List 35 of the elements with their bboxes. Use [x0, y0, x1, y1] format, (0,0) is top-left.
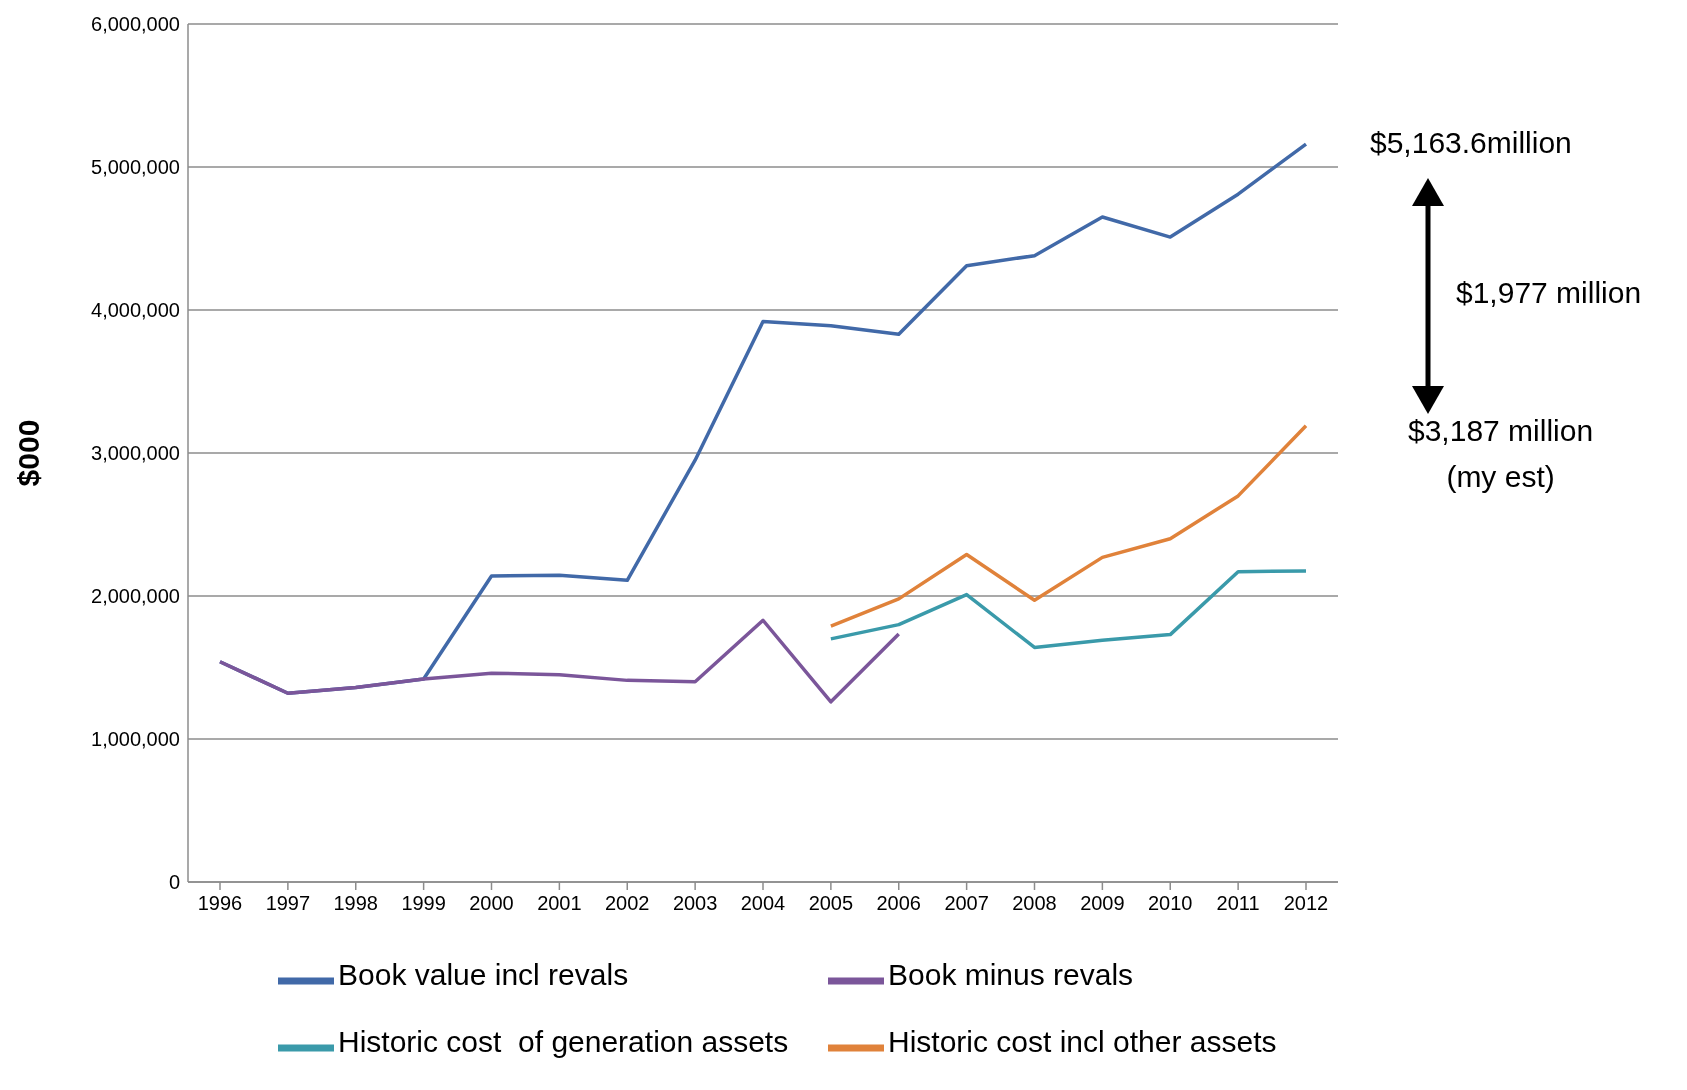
x-tick-label: 2008	[1012, 892, 1057, 915]
text: $5,163.6million	[1370, 125, 1572, 161]
x-tick-label: 2005	[808, 892, 854, 915]
text: $1,977 million	[1456, 275, 1642, 311]
legend-label: Book value incl revals	[338, 957, 630, 993]
x-tick-label: 2007	[944, 892, 989, 915]
y-tick-label: 1,000,000	[91, 728, 180, 751]
x-tick-label: 1996	[197, 892, 243, 915]
y-axis-title: $000	[11, 419, 45, 487]
y-tick-label: 6,000,000	[91, 13, 180, 36]
legend-label: Historic cost incl other assets	[888, 1024, 1278, 1060]
text: $3,187 million (my est)	[1408, 413, 1594, 495]
x-tick-label: 2011	[1216, 892, 1260, 915]
x-tick-label: 2009	[1080, 892, 1125, 915]
x-tick-label: 2002	[605, 892, 650, 915]
x-tick-label: 1998	[333, 892, 378, 915]
x-tick-label: 2001	[537, 892, 582, 915]
line-series	[218, 618, 901, 704]
x-tick-label: 2003	[672, 892, 718, 915]
y-tick-label: 2,000,000	[91, 585, 180, 608]
x-tick-label: 2000	[469, 892, 514, 915]
legend-label: Historic cost of generation assets	[338, 1024, 790, 1060]
legend-label: Book minus revals	[888, 957, 1135, 993]
x-tick-label: 2004	[740, 892, 786, 915]
x-tick-label: 2006	[876, 892, 921, 915]
y-tick-label: 3,000,000	[91, 442, 180, 465]
y-tick-label: 0	[168, 871, 180, 894]
y-tick-label: 4,000,000	[91, 299, 180, 322]
x-tick-label: 1997	[265, 892, 311, 915]
x-tick-label: 1999	[401, 892, 446, 915]
y-tick-label: 5,000,000	[91, 156, 180, 179]
line-series	[829, 569, 1308, 650]
x-tick-label: 2010	[1148, 892, 1193, 915]
x-tick-label: 2012	[1283, 892, 1329, 915]
line-series	[829, 424, 1308, 628]
